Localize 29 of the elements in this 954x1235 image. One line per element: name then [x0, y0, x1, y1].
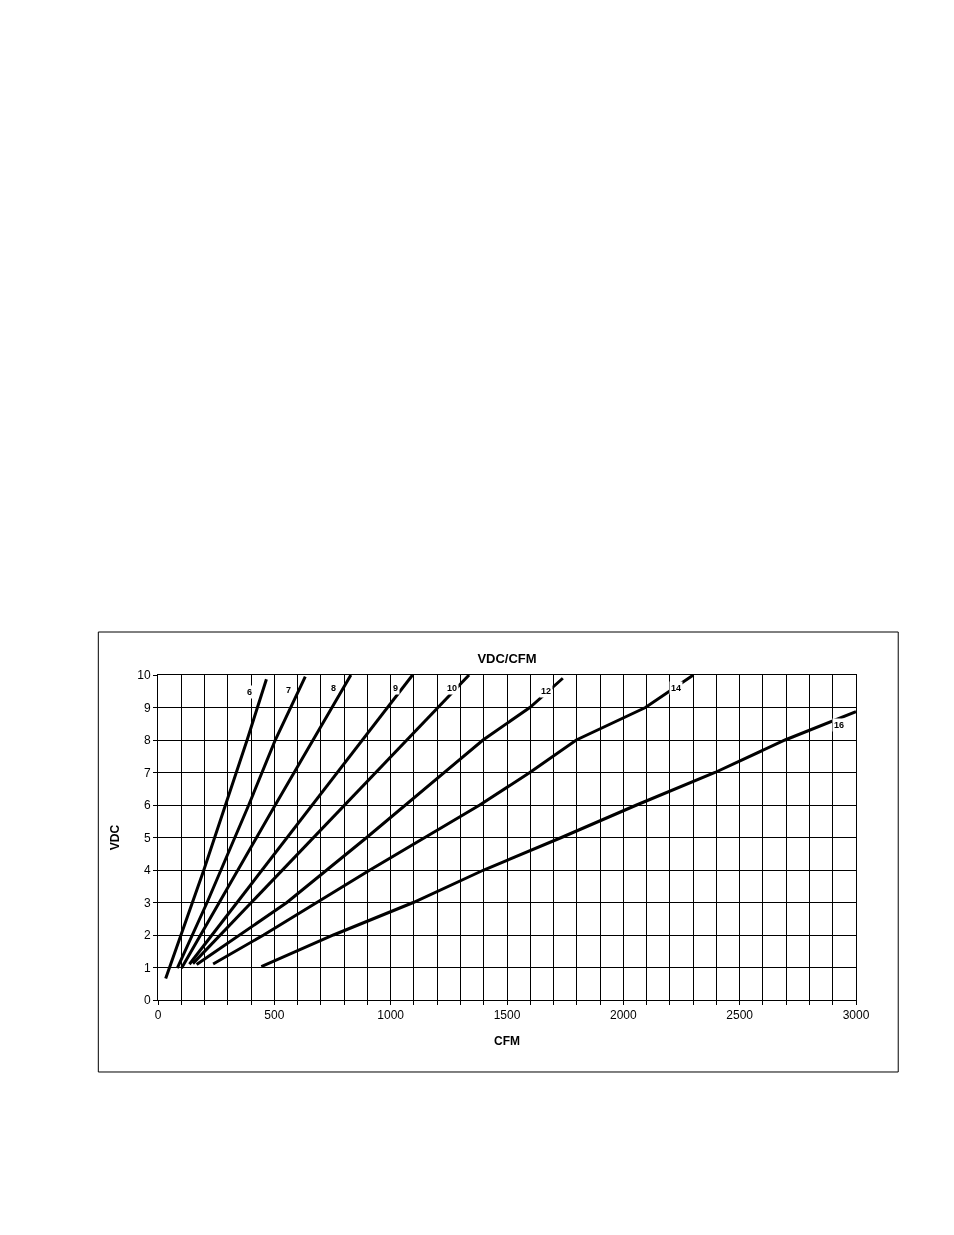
y-tick-label: 6 — [143, 798, 151, 813]
series-label: 6 — [247, 687, 253, 697]
y-tick-label: 9 — [143, 700, 151, 715]
series-label: 8 — [331, 683, 337, 693]
x-tick-label: 500 — [264, 1008, 285, 1023]
series-label: 12 — [541, 686, 552, 696]
series-label: 16 — [834, 720, 845, 730]
y-tick-label: 7 — [143, 765, 151, 780]
y-tick-label: 1 — [143, 960, 151, 975]
series-label: 7 — [286, 685, 292, 695]
y-tick-label: 10 — [137, 668, 151, 683]
y-tick-label: 4 — [143, 863, 151, 878]
x-tick-label: 3000 — [842, 1008, 870, 1023]
y-tick-label: 0 — [143, 993, 151, 1008]
x-tick-label: 2500 — [726, 1008, 754, 1023]
y-tick-label: 8 — [143, 733, 151, 748]
x-tick-label: 0 — [154, 1008, 162, 1023]
series-label: 9 — [393, 683, 399, 693]
x-tick-label: 1500 — [493, 1008, 521, 1023]
series-label: 14 — [671, 683, 682, 693]
series-label: 10 — [447, 683, 458, 693]
x-tick-label: 1000 — [377, 1008, 405, 1023]
y-tick-label: 2 — [143, 928, 151, 943]
x-axis-title: CFM — [494, 1034, 520, 1049]
y-axis-title: VDC — [107, 824, 122, 851]
y-tick-label: 5 — [143, 830, 151, 845]
x-tick-label: 2000 — [609, 1008, 637, 1023]
chart-title: VDC/CFM — [477, 650, 537, 666]
y-tick-label: 3 — [143, 895, 151, 910]
